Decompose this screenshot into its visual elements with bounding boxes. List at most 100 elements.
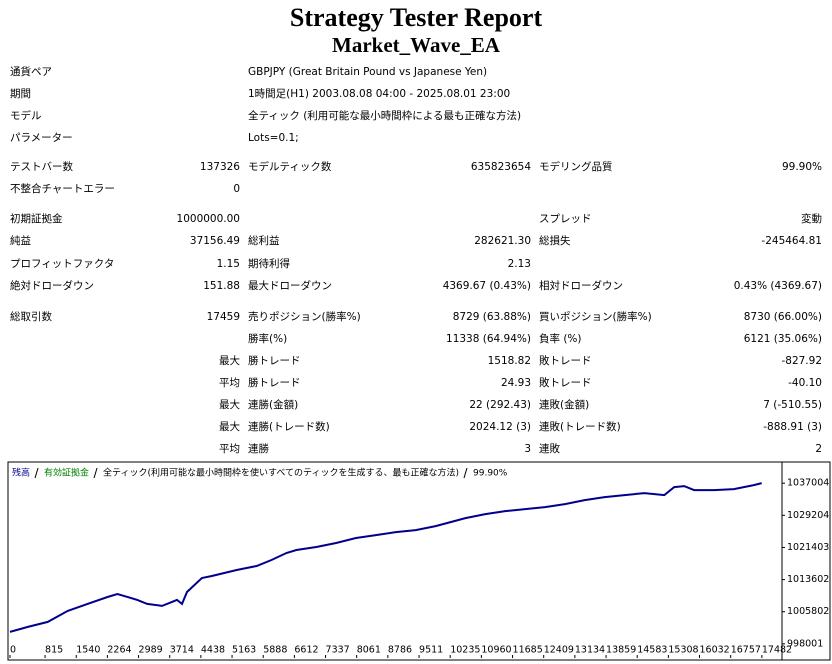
stat-value: 24.93 — [501, 377, 531, 389]
stat-label: 連敗(トレード数) — [539, 420, 621, 433]
stat-label: 連勝 — [248, 442, 269, 455]
stat-label: 連敗(金額) — [539, 398, 589, 411]
balance-line — [9, 482, 762, 633]
stat-label: 不整合チャートエラー — [10, 182, 115, 195]
stat-label: 連勝(金額) — [248, 398, 298, 411]
x-tick-label: 6612 — [294, 645, 318, 656]
y-tick-label: 1013602 — [787, 574, 829, 585]
stat-value: 0 — [233, 183, 240, 195]
stat-label: モデリング品質 — [539, 160, 613, 173]
stat-value: 2.13 — [508, 258, 531, 270]
x-tick-label: 16032 — [700, 645, 730, 656]
stat-value: 最大 — [219, 420, 240, 433]
stat-label: 総利益 — [248, 234, 280, 247]
y-tick-label: 1005802 — [787, 606, 829, 617]
stat-value: 1000000.00 — [177, 213, 240, 225]
x-tick-label: 3714 — [170, 645, 194, 656]
stat-value: 平均 — [219, 377, 240, 389]
chart-frame — [7, 461, 831, 661]
stat-value: 151.88 — [203, 280, 240, 292]
stat-value: 99.90% — [782, 161, 822, 173]
stat-value: 変動 — [801, 212, 822, 225]
x-tick-label: 11685 — [513, 645, 543, 656]
stat-value: 最大 — [219, 398, 240, 411]
report-subtitle: Market_Wave_EA — [332, 33, 501, 57]
stat-label: 買いポジション(勝率%) — [539, 310, 652, 323]
stat-value: 635823654 — [471, 161, 531, 173]
x-tick-label: 10960 — [481, 645, 511, 656]
setting-label: モデル — [10, 109, 42, 122]
x-tick-label: 13134 — [575, 645, 605, 656]
legend-item: 全ティック(利用可能な最小時間枠を使いすべてのティックを生成する、最も正確な方法… — [103, 467, 459, 479]
stat-value: -40.10 — [788, 377, 822, 389]
stat-label: 敗トレード — [539, 376, 592, 389]
x-tick-label: 17482 — [762, 645, 792, 656]
x-tick-label: 16757 — [731, 645, 761, 656]
stat-label: 負率 (%) — [539, 332, 582, 345]
stat-value: 2024.12 (3) — [469, 421, 531, 433]
stat-label: 絶対ドローダウン — [10, 279, 94, 292]
stat-value: 8730 (66.00%) — [744, 311, 822, 323]
legend-separator — [463, 467, 468, 479]
x-tick-label: 2264 — [107, 645, 131, 656]
stat-value: 7 (-510.55) — [763, 399, 822, 411]
x-tick-label: 815 — [45, 645, 63, 656]
x-tick-label: 5888 — [263, 645, 287, 656]
stat-label: 勝トレード — [248, 354, 301, 367]
x-tick-label: 4438 — [201, 645, 225, 656]
stat-value: -245464.81 — [761, 235, 822, 247]
stat-value: 2 — [815, 443, 822, 455]
stat-value: 0.43% (4369.67) — [734, 280, 822, 292]
stat-value: 17459 — [207, 311, 240, 323]
x-tick-label: 14583 — [637, 645, 667, 656]
setting-label: 通貨ペア — [10, 65, 52, 78]
y-tick-label: 1037004 — [787, 478, 829, 489]
stat-label: スプレッド — [539, 213, 592, 225]
stat-label: 勝率(%) — [248, 332, 287, 345]
y-tick-label: 998001 — [787, 638, 823, 649]
stat-label: 総取引数 — [10, 310, 52, 323]
stat-label: 最大ドローダウン — [248, 279, 332, 292]
stat-value: 22 (292.43) — [469, 399, 531, 411]
x-tick-label: 5163 — [232, 645, 256, 656]
x-tick-label: 8061 — [357, 645, 381, 656]
setting-label: パラメーター — [10, 132, 73, 144]
x-tick-label: 2989 — [139, 645, 163, 656]
setting-value: 1時間足(H1) 2003.08.08 04:00 - 2025.08.01 2… — [248, 88, 510, 100]
stat-value: 平均 — [219, 443, 240, 455]
stat-value: 3 — [524, 443, 531, 455]
y-tick-label: 1021403 — [787, 542, 829, 553]
stat-value: 1518.82 — [488, 355, 531, 367]
stat-label: プロフィットファクタ — [10, 258, 114, 270]
x-tick-label: 13859 — [606, 645, 636, 656]
x-tick-label: 7337 — [326, 645, 350, 656]
stat-label: 敗トレード — [539, 354, 592, 367]
stat-label: 純益 — [10, 234, 31, 247]
report-title: Strategy Tester Report — [290, 3, 543, 32]
y-tick-label: 1029204 — [787, 510, 829, 521]
stat-label: 初期証拠金 — [10, 212, 63, 225]
stat-label: 相対ドローダウン — [539, 279, 623, 292]
stat-label: 連敗 — [539, 442, 560, 455]
stat-label: モデルティック数 — [248, 160, 332, 173]
stat-value: 282621.30 — [474, 235, 531, 247]
x-tick-label: 15308 — [668, 645, 698, 656]
legend-item: 99.90% — [473, 469, 508, 479]
setting-label: 期間 — [10, 88, 31, 100]
stat-label: 期待利得 — [248, 257, 290, 270]
x-tick-label: 12409 — [544, 645, 574, 656]
stat-label: テストバー数 — [10, 160, 73, 173]
x-tick-label: 1540 — [76, 645, 100, 656]
legend-item: 残高 — [12, 467, 30, 479]
stat-value: 最大 — [219, 354, 240, 367]
stat-label: 勝トレード — [248, 376, 301, 389]
x-tick-label: 9511 — [419, 645, 443, 656]
legend-item: 有効証拠金 — [44, 467, 89, 479]
stat-value: 37156.49 — [190, 235, 240, 247]
stat-label: 連勝(トレード数) — [248, 420, 330, 433]
stat-label: 売りポジション(勝率%) — [248, 310, 361, 323]
legend-separator — [34, 467, 39, 479]
stat-label: 総損失 — [539, 234, 571, 247]
